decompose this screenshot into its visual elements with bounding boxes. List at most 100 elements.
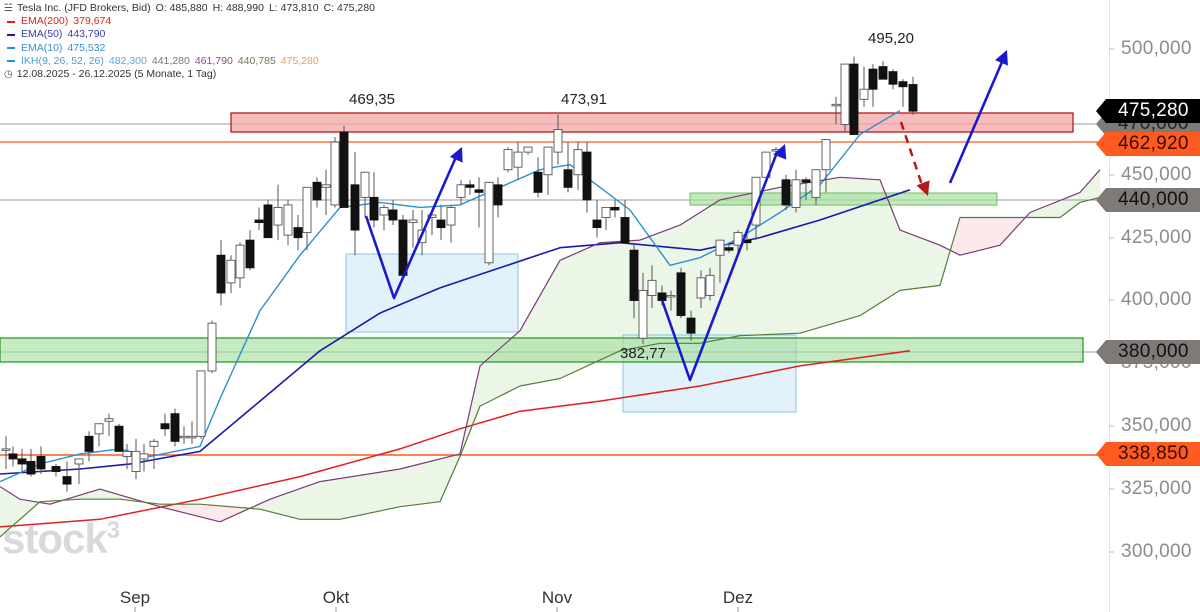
candle-body-down bbox=[293, 227, 303, 239]
candle-body-up bbox=[484, 181, 494, 264]
candle bbox=[493, 177, 503, 218]
candle bbox=[620, 199, 630, 244]
support-zone-440 bbox=[689, 192, 998, 206]
chart-legend: ☱ Tesla Inc. (JFD Brokers, Bid) O: 485,8… bbox=[4, 2, 375, 81]
price-tag-462920[interactable]: 462,920 bbox=[1096, 132, 1200, 156]
candle-body-down bbox=[51, 466, 61, 472]
v-pattern-okt bbox=[364, 156, 458, 300]
candle-body-up bbox=[207, 322, 217, 372]
candle bbox=[273, 184, 283, 241]
ema10-label: EMA(10) bbox=[21, 41, 63, 54]
resistance-zone-470 bbox=[230, 112, 1074, 133]
candle bbox=[484, 181, 494, 266]
high-label-nov: 473,91 bbox=[561, 91, 607, 108]
candle-body-up bbox=[179, 435, 189, 439]
date-range-row[interactable]: ◷ 12.08.2025 - 26.12.2025 (5 Monate, 1 T… bbox=[4, 68, 375, 81]
candle-body-up bbox=[791, 179, 801, 208]
candle bbox=[563, 142, 573, 193]
candle-body-down bbox=[878, 66, 888, 80]
candle bbox=[104, 413, 114, 437]
clock-icon: ◷ bbox=[4, 69, 13, 81]
price-tag-380000[interactable]: 380,000 bbox=[1096, 340, 1200, 364]
candle-body-down bbox=[629, 249, 639, 301]
candle-body-up bbox=[446, 206, 456, 226]
candle-body-up bbox=[523, 146, 533, 153]
trend-drawings bbox=[364, 50, 1008, 382]
candle bbox=[302, 186, 312, 251]
candle bbox=[582, 142, 592, 213]
bullish-arrow-line bbox=[948, 61, 1004, 184]
candle bbox=[801, 177, 811, 200]
candle bbox=[868, 64, 878, 107]
candle-body-up bbox=[187, 435, 197, 439]
candle-body-down bbox=[36, 455, 46, 470]
candle bbox=[235, 242, 245, 288]
candle bbox=[114, 423, 124, 452]
legend-ema200[interactable]: EMA(200) 379,674 bbox=[4, 15, 375, 28]
candle-body-down bbox=[245, 239, 255, 269]
candle-body-down bbox=[62, 476, 72, 485]
candle-body-up bbox=[94, 423, 104, 435]
candle-body-down bbox=[312, 181, 322, 201]
candle bbox=[312, 177, 322, 208]
price-tag-last-475280[interactable]: 475,280 bbox=[1096, 99, 1200, 123]
candle bbox=[638, 272, 648, 344]
candle bbox=[686, 310, 696, 341]
candle-body-up bbox=[321, 184, 331, 188]
price-tag-338850[interactable]: 338,850 bbox=[1096, 442, 1200, 466]
candle-body-down bbox=[676, 272, 686, 317]
candle bbox=[436, 204, 446, 241]
legend-ikh[interactable]: IKH(9, 26, 52, 26) 482,300 441,280 461,7… bbox=[4, 55, 375, 68]
candle bbox=[388, 199, 398, 226]
y-tick-350000: 350,000 bbox=[1121, 415, 1192, 436]
candle bbox=[17, 448, 27, 472]
candle-body-down bbox=[350, 184, 360, 231]
candle bbox=[379, 204, 389, 231]
x-label-sep: Sep bbox=[119, 588, 151, 607]
candle bbox=[573, 142, 583, 190]
candle-body-down bbox=[84, 435, 94, 452]
legend-ema50[interactable]: EMA(50) 443,790 bbox=[4, 28, 375, 41]
candle bbox=[1, 436, 11, 470]
candle-body-up bbox=[379, 206, 389, 216]
close-value: C: 475,280 bbox=[323, 2, 375, 14]
candle-body-up bbox=[360, 171, 370, 198]
candle-body-up bbox=[543, 146, 553, 176]
candle-body-down bbox=[398, 219, 408, 276]
candle-body-up bbox=[273, 206, 283, 226]
candle bbox=[51, 463, 61, 477]
stock3-watermark: stock3 bbox=[2, 515, 120, 562]
y-tick-325000: 325,000 bbox=[1121, 478, 1192, 499]
candlestick-icon[interactable]: ☱ bbox=[4, 3, 13, 14]
price-axis[interactable]: 500,000 475,000 450,000 425,000 400,000 … bbox=[1096, 0, 1200, 612]
v-pattern-nov bbox=[660, 154, 778, 382]
support-zone-380 bbox=[0, 337, 1084, 363]
candle-body-down bbox=[26, 461, 36, 475]
legend-ema10[interactable]: EMA(10) 475,532 bbox=[4, 42, 375, 55]
high-value: H: 488,990 bbox=[212, 2, 264, 14]
candle-body-up bbox=[74, 458, 84, 465]
ema200-swatch bbox=[7, 20, 15, 23]
candle bbox=[26, 448, 36, 477]
price-tag-440000[interactable]: 440,000 bbox=[1096, 188, 1200, 212]
candle bbox=[553, 114, 563, 165]
ema200-line bbox=[0, 350, 911, 528]
candle-body-up bbox=[131, 450, 141, 472]
candle bbox=[696, 270, 706, 309]
candle-body-up bbox=[226, 259, 236, 284]
candle-body-up bbox=[553, 129, 563, 153]
candle bbox=[840, 63, 850, 132]
candle-body-down bbox=[8, 453, 18, 460]
candle bbox=[898, 79, 908, 107]
candle-body-down bbox=[114, 425, 124, 452]
candle-body-down bbox=[620, 217, 630, 244]
ema50-label: EMA(50) bbox=[21, 28, 63, 41]
candle-body-down bbox=[493, 184, 503, 206]
candle bbox=[705, 267, 715, 301]
candle-body-up bbox=[573, 149, 583, 176]
high-label-dez: 495,20 bbox=[868, 30, 914, 47]
candle-body-down bbox=[533, 171, 543, 193]
ikh-swatch bbox=[7, 60, 15, 63]
candle-body-up bbox=[638, 289, 648, 339]
